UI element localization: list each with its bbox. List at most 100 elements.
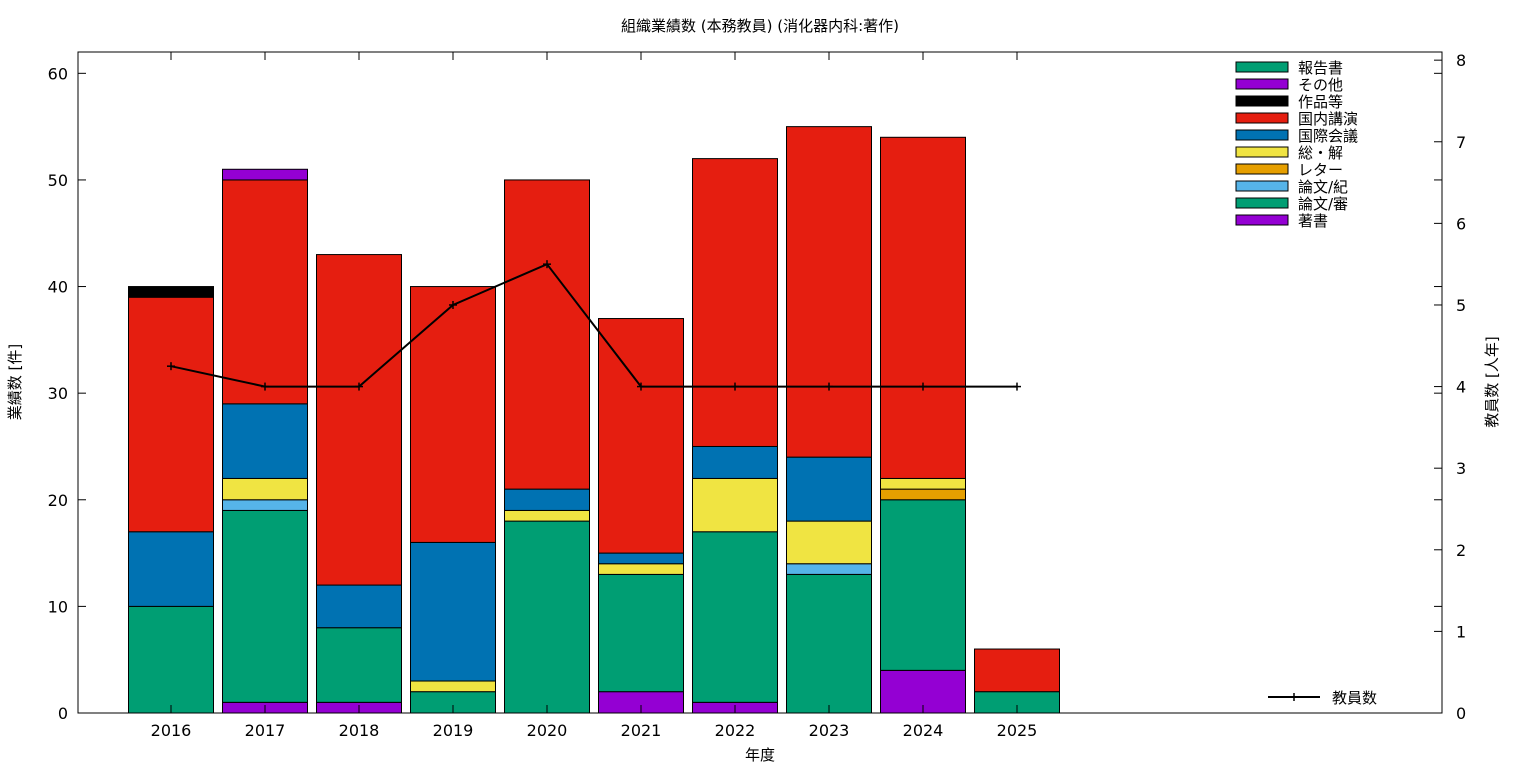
y-axis: 0 10 20 30 40 50 60	[48, 64, 1442, 723]
plot-frame	[77, 51, 1443, 714]
legend-swatch	[1235, 61, 1289, 73]
x-tick-label-2023: 2023	[809, 721, 850, 740]
x-tick-label-2021: 2021	[621, 721, 662, 740]
y-tick-label: 50	[48, 171, 68, 190]
line-layer	[167, 260, 1021, 391]
x-tick-label-2017: 2017	[245, 721, 286, 740]
x-tick-label-2024: 2024	[903, 721, 944, 740]
bar-2023-series-2	[786, 563, 872, 575]
y-tick-label: 10	[48, 597, 68, 616]
bar-2019-series-6	[410, 286, 496, 543]
y-tick-label: 30	[48, 384, 68, 403]
bar-2016-series-7	[128, 286, 214, 298]
y-tick-label: 0	[58, 704, 68, 723]
line-point-2022	[731, 382, 739, 391]
bar-2020-series-1	[504, 520, 590, 714]
line-legend-label: 教員数	[1332, 689, 1377, 707]
bar-2018-series-6	[316, 254, 402, 586]
line-point-2017	[261, 382, 269, 391]
bar-2022-series-6	[692, 158, 778, 447]
x-tick-label-2018: 2018	[339, 721, 380, 740]
bar-2021-series-6	[598, 318, 684, 554]
y2-tick-label: 3	[1456, 459, 1466, 478]
y2-tick-label: 2	[1456, 541, 1466, 560]
bar-2020-series-4	[504, 509, 590, 522]
bar-2024-series-3	[880, 488, 966, 501]
bar-2024-series-1	[880, 499, 966, 671]
bar-2023-series-1	[786, 573, 872, 714]
legend-swatch	[1235, 95, 1289, 107]
bar-2022-series-5	[692, 445, 778, 479]
bar-2017-series-1	[222, 509, 308, 703]
y2-tick-label: 6	[1456, 214, 1466, 233]
y2-tick-label: 1	[1456, 622, 1466, 641]
line-point-2016	[167, 362, 175, 371]
x-axis-label: 年度	[745, 746, 775, 764]
bar-2017-series-6	[222, 179, 308, 405]
legend-swatch	[1235, 78, 1289, 90]
y-tick-label: 60	[48, 64, 68, 83]
y2-tick-label: 4	[1456, 378, 1466, 397]
legend-swatch	[1235, 163, 1289, 175]
bar-2017-series-4	[222, 477, 308, 501]
bar-2017-series-2	[222, 499, 308, 511]
bar-2019-series-4	[410, 680, 496, 693]
line-series-faculty	[170, 262, 1017, 388]
y2-axis-label: 教員数 [人年]	[1483, 336, 1501, 427]
x-tick-label-2019: 2019	[433, 721, 474, 740]
y2-tick-label: 7	[1456, 133, 1466, 152]
legend-label: 論文/審	[1298, 195, 1348, 213]
bar-2023-series-4	[786, 520, 872, 565]
bar-2020-series-5	[504, 488, 590, 511]
legend-label: 総・解	[1298, 144, 1343, 162]
x-tick-label-2016: 2016	[151, 721, 192, 740]
bar-2021-series-5	[598, 552, 684, 565]
bar-2016-series-5	[128, 531, 214, 607]
bar-2024-series-4	[880, 477, 966, 490]
line-point-2025	[1013, 382, 1021, 391]
bar-2025-series-6	[974, 648, 1060, 693]
legend-swatch	[1235, 146, 1289, 158]
legend-label: その他	[1298, 76, 1343, 94]
bar-2022-series-4	[692, 477, 778, 533]
bar-2021-series-1	[598, 573, 684, 693]
line-point-2018	[355, 382, 363, 391]
legend-label: 国際会議	[1298, 127, 1358, 145]
legend-swatch	[1235, 214, 1289, 226]
bar-2016-series-1	[128, 605, 214, 714]
bar-2016-series-6	[128, 296, 214, 533]
line-legend: 教員数	[1268, 689, 1377, 707]
line-point-2024	[919, 382, 927, 391]
chart-title: 組織業績数 (本務教員) (消化器内科:著作)	[621, 17, 899, 35]
y2-tick-label: 0	[1456, 704, 1466, 723]
y2-axis: 0 1 2 3 4 5 6 7 8	[1434, 51, 1466, 723]
x-tick-label-2022: 2022	[715, 721, 756, 740]
bar-2021-series-4	[598, 563, 684, 575]
legend-swatch	[1235, 129, 1289, 141]
legend-label: 著書	[1298, 212, 1328, 230]
bar-2020-series-6	[504, 179, 590, 490]
y-tick-label: 20	[48, 491, 68, 510]
legend-swatch	[1235, 180, 1289, 192]
legend-swatch	[1235, 197, 1289, 209]
line-point-2020	[543, 260, 551, 269]
x-axis: 2016 2017 2018 2019 2020 2021 2022 2023 2024 2025	[151, 52, 1038, 740]
bar-2023-series-5	[786, 456, 872, 522]
bars-layer	[128, 126, 1060, 714]
legend-label: レター	[1298, 161, 1343, 179]
bar-2019-series-5	[410, 541, 496, 682]
bar-2022-series-1	[692, 531, 778, 703]
line-point-2019	[449, 300, 457, 309]
legend-label: 報告書	[1298, 59, 1343, 77]
y-tick-label: 40	[48, 278, 68, 297]
bar-2017-series-5	[222, 403, 308, 479]
legend-swatch	[1235, 112, 1289, 124]
x-tick-label-2025: 2025	[997, 721, 1038, 740]
line-point-2023	[825, 382, 833, 391]
bar-2018-series-1	[316, 627, 402, 703]
line-point-2021	[637, 382, 645, 391]
x-tick-label-2020: 2020	[527, 721, 568, 740]
bar-2018-series-5	[316, 584, 402, 629]
